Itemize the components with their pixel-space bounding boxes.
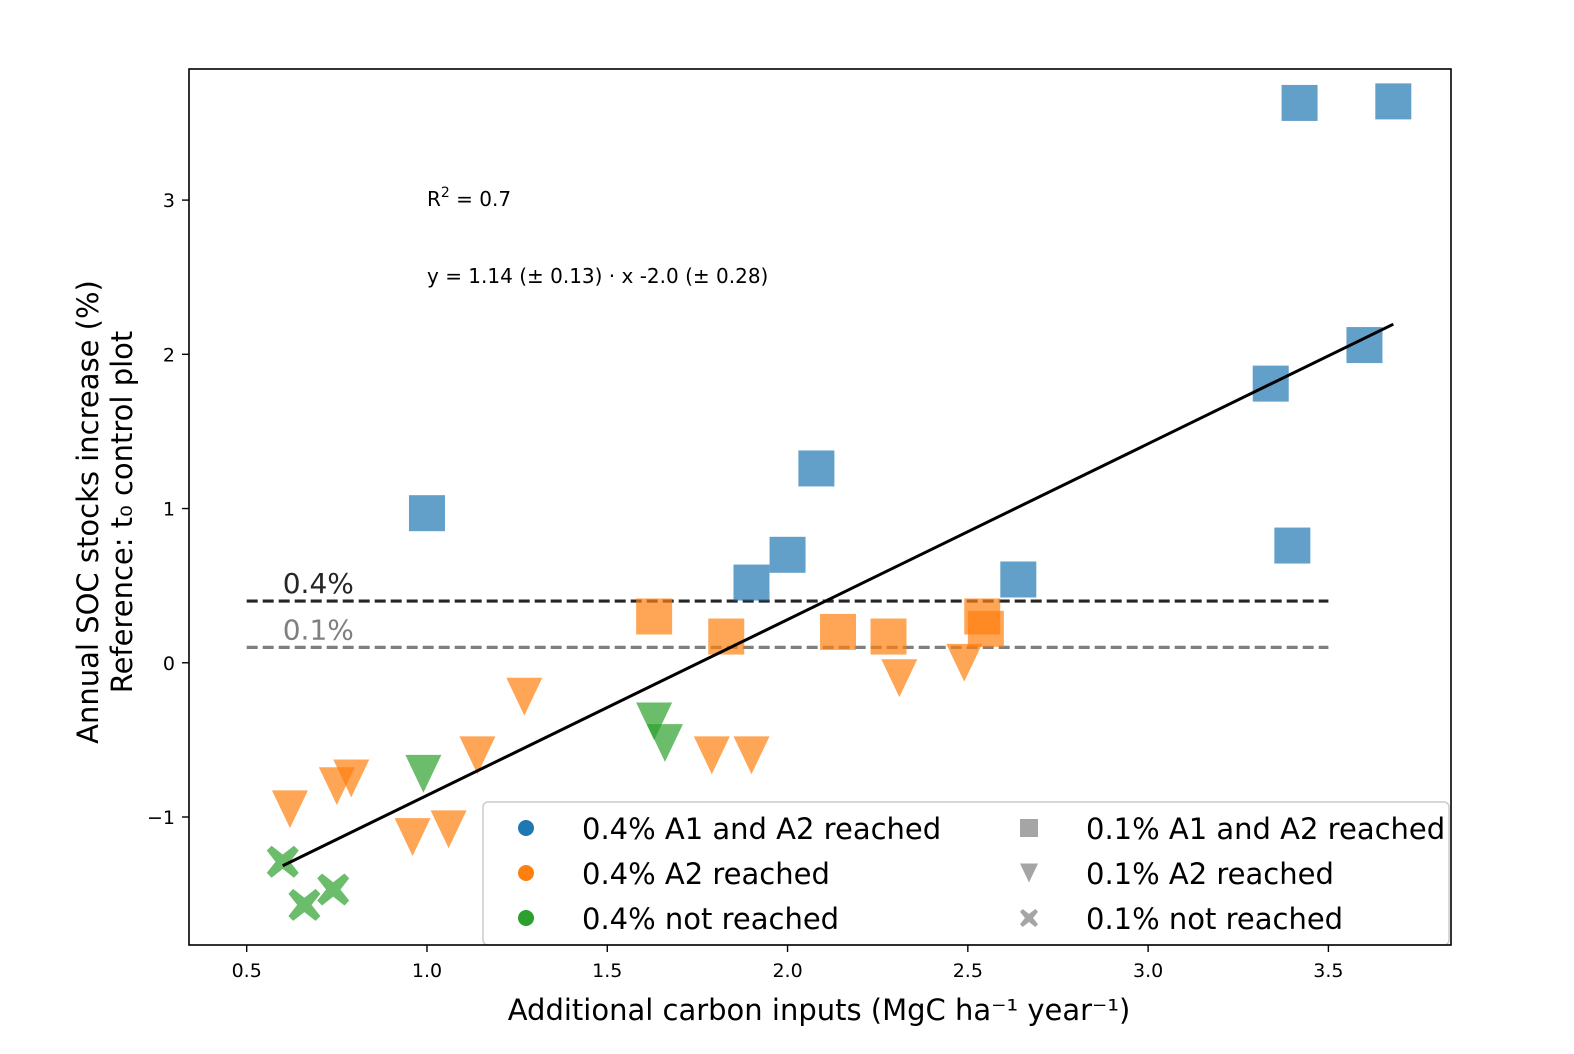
data-point-0-3: [798, 450, 835, 487]
data-point-1-0: [636, 598, 673, 635]
legend-color-label-1: 0.4% A2 reached: [582, 857, 830, 891]
legend-shape-marker-1: [1020, 863, 1038, 883]
data-point-2-6: [506, 677, 543, 716]
x-tick-label-3: 2.0: [772, 960, 802, 982]
legend-shape-label-2: 0.1% not reached: [1086, 902, 1343, 936]
data-point-0-1: [733, 564, 770, 601]
data-point-0-7: [1281, 84, 1318, 121]
r2-annotation: R2 = 0.7: [427, 185, 511, 211]
y-tick-label-1: 0: [163, 653, 175, 675]
data-point-4-1: [288, 888, 321, 921]
data-point-2-2: [333, 759, 370, 798]
x-tick-label-1: 1.0: [412, 960, 442, 982]
legend-color-marker-0: [518, 820, 534, 836]
x-tick-label-4: 2.5: [953, 960, 983, 982]
data-point-3-0: [405, 754, 442, 793]
axes: 0.5 1.0 1.5 2.0 2.5 3.0 3.5 −1 0 1 2 3: [147, 68, 1452, 982]
legend-shape-label-1: 0.1% A2 reached: [1086, 857, 1334, 891]
x-tick-label-2: 1.5: [592, 960, 622, 982]
x-tick-label-6: 3.5: [1313, 960, 1343, 982]
y-tick-label-0: −1: [147, 807, 175, 829]
y-tick-label-3: 2: [163, 344, 175, 366]
annotations: R2 = 0.7 y = 1.14 (± 0.13) · x -2.0 (± 0…: [427, 185, 768, 288]
data-point-1-2: [820, 613, 857, 650]
data-points: [266, 83, 1412, 921]
y-tick-label-2: 1: [163, 499, 175, 521]
data-point-2-5: [459, 736, 496, 775]
legend-shape-marker-0: [1020, 819, 1038, 837]
legend-shape-marker-2: [1020, 909, 1038, 927]
y-axis-title: Annual SOC stocks increase (%) Reference…: [71, 280, 139, 744]
legend-color-label-0: 0.4% A1 and A2 reached: [582, 812, 941, 846]
reference-line-label-0: 0.4%: [283, 567, 354, 600]
data-point-0-6: [1274, 527, 1311, 564]
data-point-0-9: [1375, 83, 1412, 120]
data-point-4-0: [266, 845, 299, 878]
data-point-0-4: [1000, 561, 1037, 598]
data-point-2-3: [394, 818, 431, 856]
data-point-2-4: [430, 810, 467, 849]
legend-color-marker-2: [518, 910, 534, 926]
data-point-1-3: [870, 618, 907, 655]
legend-color-marker-1: [518, 865, 534, 881]
y-tick-label-4: 3: [163, 190, 175, 212]
regression-layer: [282, 322, 1394, 868]
x-tick-label-0: 0.5: [232, 960, 262, 982]
data-point-2-0: [271, 790, 308, 829]
data-point-2-10: [946, 643, 983, 682]
data-point-4-2: [317, 873, 350, 906]
data-point-3-2: [646, 724, 683, 762]
y-axis-title-line1: Annual SOC stocks increase (%): [71, 280, 105, 744]
regression-line: [282, 322, 1394, 868]
data-point-1-5: [967, 610, 1004, 647]
x-tick-label-5: 3.0: [1133, 960, 1163, 982]
data-point-0-0: [408, 495, 445, 532]
legend: 0.4% A1 and A2 reached 0.4% A2 reached 0.4…: [482, 801, 1450, 946]
y-axis-title-line2: Reference: t₀ control plot: [105, 331, 139, 694]
x-axis-title: Additional carbon inputs (MgC ha⁻¹ year⁻…: [508, 993, 1131, 1027]
r2-superscript: 2: [441, 185, 450, 201]
data-point-2-7: [693, 736, 730, 775]
reference-line-label-1: 0.1%: [283, 613, 354, 646]
data-point-0-2: [769, 536, 806, 573]
reference-lines: 0.4% 0.1%: [246, 567, 1329, 649]
r2-value: = 0.7: [450, 187, 511, 211]
r2-base: R: [427, 187, 441, 211]
plot-frame: [188, 68, 1452, 946]
data-point-2-8: [733, 736, 770, 775]
legend-shape-label-0: 0.1% A1 and A2 reached: [1086, 812, 1445, 846]
legend-color-label-2: 0.4% not reached: [582, 902, 839, 936]
data-point-3-1: [636, 702, 673, 741]
regression-equation: y = 1.14 (± 0.13) · x -2.0 (± 0.28): [427, 264, 768, 288]
data-point-2-9: [881, 659, 918, 698]
